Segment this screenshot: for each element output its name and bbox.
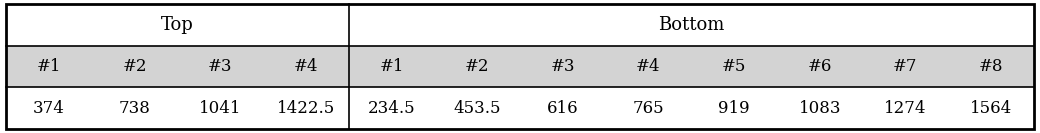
Text: #7: #7 <box>893 58 917 75</box>
Text: #1: #1 <box>36 58 61 75</box>
Bar <box>6 87 1034 129</box>
Text: #6: #6 <box>807 58 832 75</box>
Bar <box>6 4 1034 46</box>
Text: Top: Top <box>161 16 193 34</box>
Text: #1: #1 <box>380 58 404 75</box>
Text: #4: #4 <box>636 58 660 75</box>
Text: #8: #8 <box>979 58 1004 75</box>
Text: #2: #2 <box>465 58 490 75</box>
Text: Bottom: Bottom <box>658 16 725 34</box>
Text: 738: 738 <box>119 100 151 117</box>
Text: #2: #2 <box>123 58 147 75</box>
Text: #4: #4 <box>293 58 318 75</box>
Text: 765: 765 <box>632 100 665 117</box>
Text: 453.5: 453.5 <box>453 100 501 117</box>
Text: 1422.5: 1422.5 <box>277 100 335 117</box>
Text: 374: 374 <box>33 100 64 117</box>
Text: 1083: 1083 <box>799 100 841 117</box>
Text: 919: 919 <box>719 100 750 117</box>
Text: #5: #5 <box>722 58 747 75</box>
Text: 1274: 1274 <box>884 100 927 117</box>
Text: 1564: 1564 <box>970 100 1012 117</box>
Text: 1041: 1041 <box>199 100 241 117</box>
Text: 234.5: 234.5 <box>368 100 415 117</box>
Text: 616: 616 <box>547 100 578 117</box>
Text: #3: #3 <box>208 58 233 75</box>
Bar <box>6 46 1034 87</box>
Text: #3: #3 <box>550 58 575 75</box>
